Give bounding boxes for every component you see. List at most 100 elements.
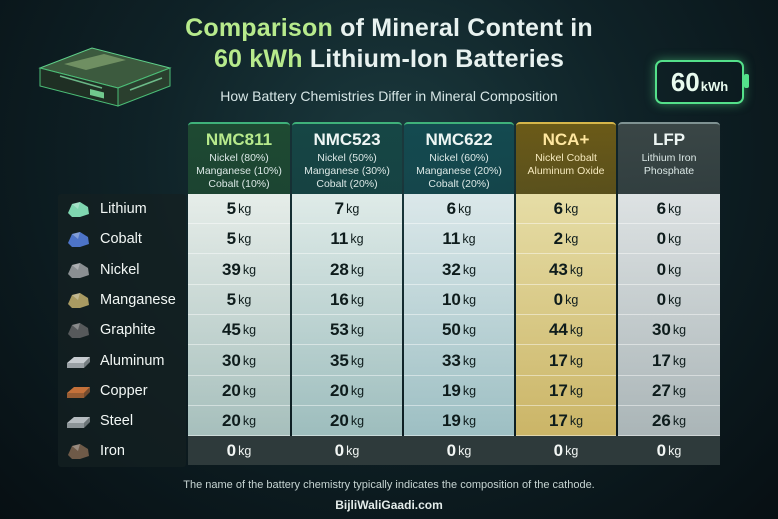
cell-value: 0	[334, 441, 345, 461]
cell-unit: kg	[238, 232, 252, 247]
cell-value: 20	[329, 380, 349, 400]
cell-value: 7	[334, 199, 345, 218]
cell-value: 6	[446, 199, 457, 218]
cell-unit: kg	[242, 323, 257, 338]
cell-value: 2	[553, 229, 564, 249]
nickel-ore-icon	[68, 262, 89, 278]
row-label-text: Graphite	[100, 322, 156, 339]
column-detail-line: Nickel (60%)	[429, 152, 489, 164]
column-detail-line: Manganese (20%)	[416, 165, 502, 177]
cell-unit: kg	[569, 414, 584, 429]
column-detail-line: Nickel (50%)	[317, 152, 377, 164]
cell-nickel-nmc622: 32 kg	[404, 256, 514, 285]
cell-unit: kg	[462, 262, 477, 277]
cell-unit: kg	[569, 383, 584, 398]
iron-ore-icon	[68, 444, 89, 460]
cell-value: 50	[441, 320, 461, 340]
row-label-text: Lithium	[100, 201, 147, 217]
cell-copper-lfp: 27 kg	[618, 377, 720, 406]
cell-value: 0	[446, 441, 457, 461]
cell-value: 30	[221, 350, 241, 370]
cell-cobalt-nmc622: 11 kg	[404, 225, 514, 255]
column-detail: Nickel Cobalt Aluminum Oxide	[516, 152, 616, 178]
cell-unit: kg	[238, 202, 252, 216]
column-body-lfp	[618, 194, 720, 437]
cell-value: 5	[226, 199, 237, 218]
column-detail: Nickel (50%) Manganese (30%) Cobalt (20%)	[292, 152, 402, 191]
column-detail-line: Cobalt (20%)	[428, 178, 490, 190]
graphite-icon	[68, 323, 89, 339]
cell-unit: kg	[350, 292, 365, 307]
column-detail-line: Cobalt (20%)	[316, 178, 378, 190]
cell-value: 17	[651, 350, 671, 370]
cell-iron-nca: 0 kg	[516, 437, 616, 465]
cell-steel-lfp: 26 kg	[618, 407, 720, 437]
cell-cobalt-lfp: 0 kg	[618, 225, 720, 255]
cell-lithium-nca: 6 kg	[516, 195, 616, 224]
cell-value: 19	[441, 380, 461, 400]
cell-unit: kg	[462, 383, 477, 398]
cell-graphite-nmc811: 45 kg	[188, 316, 290, 346]
cell-value: 33	[441, 350, 461, 370]
cell-unit: kg	[565, 232, 579, 247]
cell-unit: kg	[242, 383, 257, 398]
row-label-aluminum: Aluminum	[58, 347, 188, 375]
cell-graphite-nca: 44 kg	[516, 316, 616, 346]
cell-unit: kg	[569, 353, 584, 368]
cell-unit: kg	[565, 202, 579, 216]
column-name: NMC523	[313, 130, 381, 149]
cell-manganese-nmc622: 10 kg	[404, 286, 514, 315]
row-label-text: Cobalt	[100, 231, 142, 248]
cell-copper-nca: 17 kg	[516, 377, 616, 406]
cell-lithium-lfp: 6 kg	[618, 195, 720, 224]
cell-value: 20	[329, 411, 349, 431]
column-body-nca	[516, 194, 616, 437]
cell-unit: kg	[346, 444, 360, 459]
cell-unit: kg	[668, 444, 682, 459]
cell-value: 5	[226, 229, 237, 249]
cell-value: 5	[226, 289, 237, 309]
column-header-nmc622: NMC622 Nickel (60%) Manganese (20%) Cobalt …	[404, 122, 514, 194]
cell-unit: kg	[668, 202, 682, 216]
cell-unit: kg	[462, 292, 477, 307]
cell-aluminum-nmc622: 33 kg	[404, 347, 514, 376]
cell-aluminum-nmc523: 35 kg	[292, 347, 402, 376]
cell-unit: kg	[346, 202, 360, 216]
cell-aluminum-lfp: 17 kg	[618, 347, 720, 376]
cell-manganese-lfp: 0 kg	[618, 286, 720, 315]
row-label-nickel: Nickel	[58, 256, 188, 284]
cell-unit: kg	[350, 353, 365, 368]
cell-unit: kg	[668, 292, 682, 307]
cell-unit: kg	[242, 262, 257, 277]
cell-unit: kg	[569, 323, 584, 338]
capacity-badge: 60 kWh	[655, 60, 749, 104]
cell-unit: kg	[458, 202, 472, 216]
lithium-ore-icon	[68, 202, 89, 217]
cell-unit: kg	[569, 262, 584, 277]
steel-bars-icon	[67, 417, 90, 429]
capacity-value: 60	[670, 66, 700, 97]
cell-value: 0	[656, 289, 667, 309]
cell-unit: kg	[350, 262, 365, 277]
cell-value: 53	[329, 320, 349, 340]
column-detail-line: Nickel Cobalt	[535, 152, 597, 164]
column-detail: Lithium Iron Phosphate	[618, 152, 720, 178]
cell-copper-nmc811: 20 kg	[188, 377, 290, 406]
cell-value: 0	[226, 441, 237, 461]
row-label-manganese: Manganese	[58, 286, 188, 314]
cell-value: 27	[651, 380, 671, 400]
cell-graphite-lfp: 30 kg	[618, 316, 720, 346]
cell-graphite-nmc523: 53 kg	[292, 316, 402, 346]
row-label-lithium: Lithium	[58, 195, 188, 223]
cell-value: 19	[441, 411, 461, 431]
column-detail-line: Manganese (10%)	[196, 165, 282, 177]
chart-title-line-1: Comparison of Mineral Content in	[185, 14, 593, 42]
cell-steel-nmc811: 20 kg	[188, 407, 290, 437]
column-name: NCA+	[542, 130, 590, 149]
column-body-nmc523	[292, 194, 402, 437]
cell-value: 6	[553, 199, 564, 218]
cell-iron-nmc811: 0 kg	[188, 437, 290, 465]
row-label-graphite: Graphite	[58, 316, 188, 344]
column-name: NMC811	[205, 130, 273, 149]
cell-unit: kg	[672, 323, 687, 338]
